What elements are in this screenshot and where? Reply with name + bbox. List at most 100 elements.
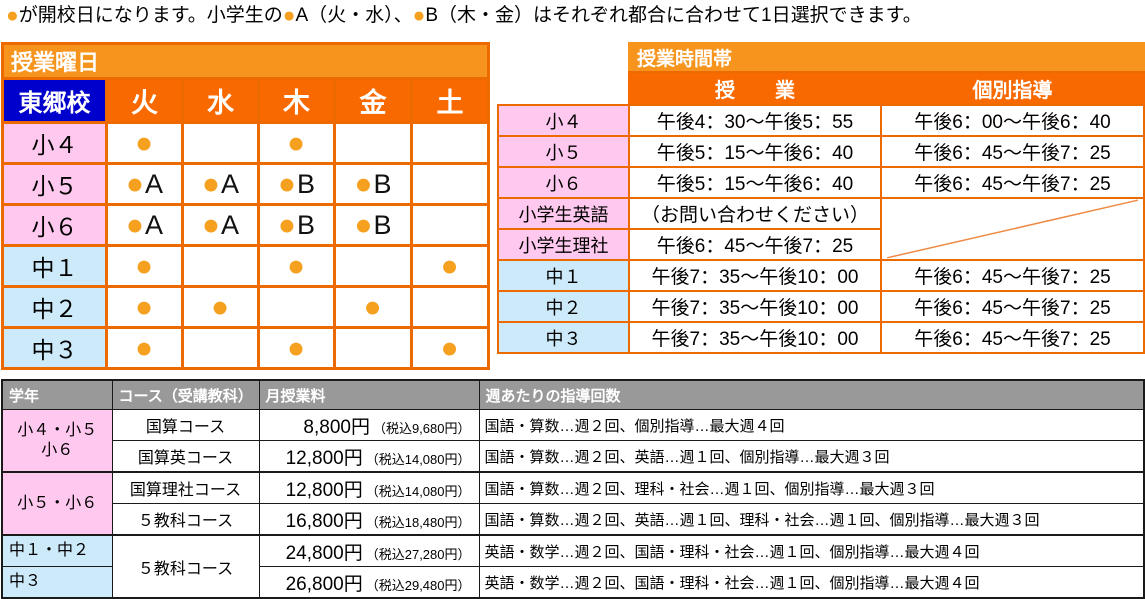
course-pricing-table: 学年 コース（受講教科） 月授業料 週あたりの指導回数 小４・小５ 小６ 国算コ… [1,379,1145,599]
dot-icon: ● [125,167,145,200]
schedule-cell: ● [409,326,491,370]
timetable-row: 小６ 午後5：15～午後6：40 午後6：45～午後7：25 [497,166,1145,199]
class-time-cell: 午後4：30～午後5：55 [628,104,882,137]
pricing-row: 中３ 26,800円 （税込29,480円） 英語・数学…週２回、国語・理科・社会… [1,566,1145,599]
class-time-cell: 午後7：35～午後10：00 [628,259,882,292]
schedule-cell [181,244,260,288]
grade-label: 中１ [1,244,108,288]
dot-icon: ● [134,290,154,323]
grade-label: 中２ [497,290,630,323]
grade-label: 小４ [497,104,630,137]
class-time-cell: 午後6：45～午後7：25 [628,228,882,261]
schedule-title-row: 授業曜日 [0,42,491,80]
price-tax: （税込18,480円） [365,514,471,530]
schedule-row: 中３ ● ● ● [1,326,491,370]
schedule-cell: ●B [257,162,336,206]
price-cell: 12,800円 （税込14,080円） [258,471,480,504]
day-header-fri: 金 [333,77,413,124]
price-cell: 16,800円 （税込18,480円） [258,503,480,536]
day-header-wed: 水 [181,77,260,124]
timetable-row: 小４ 午後4：30～午後5：55 午後6：00～午後6：40 [497,104,1145,137]
private-time-cell: 午後6：45～午後7：25 [879,290,1145,323]
grade-cell: 小５・小６ [1,471,113,536]
grade-label: 小５ [1,162,108,206]
price-tax: （税込9,680円） [372,420,471,436]
schedule-row: 中２ ● ● ● [1,285,491,329]
price-tax: （税込14,080円） [365,451,471,467]
dot-icon: ● [286,249,306,282]
price-amount: 12,800円 [285,479,363,501]
price-cell: 8,800円 （税込9,680円） [258,409,480,441]
class-time-cell: 午後7：35～午後10：00 [628,290,882,323]
dot-icon: ● [286,331,306,364]
dot-icon: ● [412,4,426,27]
grade-label: 中１ [497,259,630,292]
price-tax: （税込29,480円） [365,577,471,593]
timetable-row: 中２ 午後7：35～午後10：00 午後6：45～午後7：25 [497,290,1145,323]
school-name: 東郷校 [1,77,108,124]
grade-label: 中３ [1,326,108,370]
day-header-sat: 土 [409,77,491,124]
grade-label: 小学生英語 [497,197,630,230]
grade-label: 小４ [1,121,108,165]
dot-icon: ● [354,208,373,241]
group-letter: B [297,168,316,199]
private-time-cell: 午後6：00～午後6：40 [879,104,1145,137]
private-time-cell: 午後6：45～午後7：25 [879,166,1145,199]
grade-label: 中３ [497,321,630,354]
schedule-cell: ●B [257,203,336,247]
sessions-detail: 英語・数学…週２回、国語・理科・社会…週１回、個別指導…最大週４回 [478,534,1145,567]
schedule-cell: ● [409,244,491,288]
grade-label: 小６ [497,166,630,199]
sessions-detail: 国語・算数…週２回、理科・社会…週１回、個別指導…最大週３回 [478,471,1145,504]
grade-label: 中２ [1,285,108,329]
private-time-cell: 午後6：45～午後7：25 [879,259,1145,292]
schedule-cell: ● [105,285,184,329]
schedule-cell: ● [181,285,260,329]
schedule-row: 小５ ●A ●A ●B ●B [1,162,491,206]
price-tax: （税込14,080円） [365,483,471,499]
sessions-detail: 国語・算数…週２回、個別指導…最大週４回 [478,409,1145,441]
note-text: B（木・金）はそれぞれ都合に合わせて1日選択できます。 [425,5,922,26]
column-header-course: コース（受講教科） [111,379,260,410]
group-letter: B [373,168,392,199]
pricing-row: 小５・小６ 国算理社コース 12,800円 （税込14,080円） 国語・算数…週… [1,471,1145,536]
schedule-cell [409,162,491,206]
class-time-cell: 午後7：35～午後10：00 [628,321,882,354]
schedule-cell [257,285,336,329]
spacer [498,43,629,72]
day-header-tue: 火 [105,77,184,124]
dot-icon: ● [201,167,221,200]
pricing-header-row: 学年 コース（受講教科） 月授業料 週あたりの指導回数 [1,379,1145,410]
schedule-row: 小４ ● ● [1,121,491,165]
dot-icon: ● [201,208,221,241]
schedule-cell [181,121,260,165]
class-time-cell: （お問い合わせください） [628,197,882,230]
schedule-cell: ●A [181,203,260,247]
pricing-row: ５教科コース 16,800円 （税込18,480円） 国語・算数…週２回、英語…週… [2,503,1145,536]
group-letter: A [145,168,164,199]
dot-icon: ● [134,331,154,364]
dot-icon: ● [440,331,459,364]
dot-icon: ● [363,290,382,323]
sessions-detail: 英語・数学…週２回、国語・理科・社会…週１回、個別指導…最大週４回 [478,566,1145,599]
price-amount: 24,800円 [285,542,363,564]
private-time-cell: 午後6：45～午後7：25 [879,135,1145,168]
sessions-detail: 国語・算数…週２回、英語…週１回、理科・社会…週１回、個別指導…最大週３回 [478,503,1145,536]
schedule-cell: ● [257,121,336,165]
sessions-detail: 国語・算数…週２回、英語…週１回、個別指導…最大週３回 [478,440,1145,473]
schedule-cell [333,121,413,165]
schedule-cell: ● [257,244,336,288]
class-time-cell: 午後5：15～午後6：40 [628,135,882,168]
timetable-row: 中３ 午後7：35～午後10：00 午後6：45～午後7：25 [497,321,1145,354]
column-header-class: 授 業 [628,71,882,106]
schedule-header-row: 東郷校 火 水 木 金 土 [1,77,491,124]
opening-days-note: ●が開校日になります。小学生の●A（火・水）、●B（木・金）はそれぞれ都合に合わ… [6,3,922,29]
timetable-row: 小５ 午後5：15～午後6：40 午後6：45～午後7：25 [497,135,1145,168]
dot-icon: ● [125,208,145,241]
dot-icon: ● [277,208,297,241]
pricing-row: 国算英コース 12,800円 （税込14,080円） 国語・算数…週２回、英語…週… [2,440,1145,473]
schedule-cell [409,285,491,329]
schedule-cell: ● [105,244,184,288]
dot-icon: ● [440,249,459,282]
